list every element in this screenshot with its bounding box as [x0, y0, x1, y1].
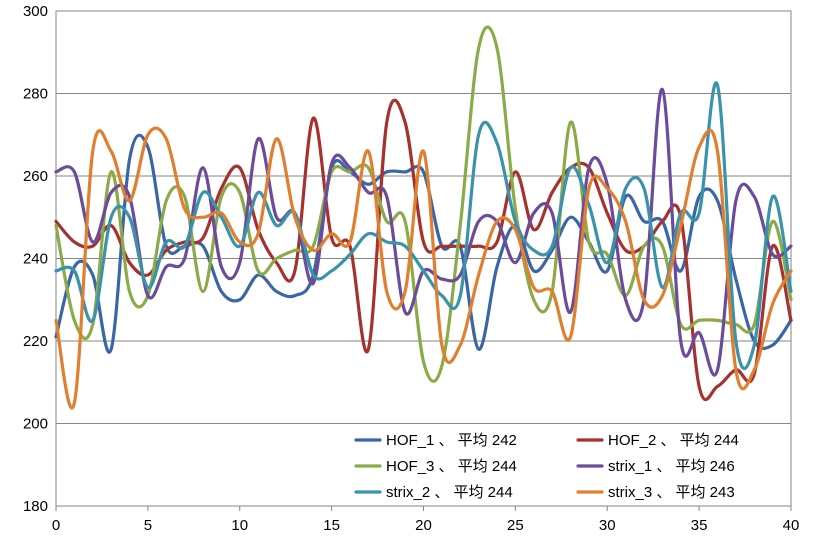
legend-item: strix_1 、 平均 246	[576, 458, 735, 475]
y-tick-label: 180	[23, 498, 48, 515]
legend: HOF_1 、 平均 242 HOF_2 、 平均 244 HOF_3 、 平均 2…	[354, 432, 739, 501]
series-line-5	[54, 126, 793, 410]
legend-label: strix_3 、 平均 243	[608, 484, 735, 501]
y-tick-label: 260	[23, 168, 48, 185]
legend-label: HOF_1 、 平均 242	[386, 432, 517, 449]
x-tick-label: 35	[691, 517, 708, 534]
legend-item: HOF_3 、 平均 244	[354, 458, 517, 475]
y-tick-label: 300	[23, 3, 48, 20]
x-tick-label: 15	[323, 517, 340, 534]
series-lines	[54, 25, 793, 410]
legend-item: HOF_1 、 平均 242	[354, 432, 517, 449]
axes	[55, 10, 792, 511]
x-tick-label: 30	[599, 517, 616, 534]
legend-item: strix_3 、 平均 243	[576, 484, 735, 501]
x-tick-label: 40	[783, 517, 800, 534]
legend-label: strix_2 、 平均 244	[386, 484, 513, 501]
series-line-2	[54, 25, 793, 383]
y-tick-labels: 180 200 220 240 260 280 300	[23, 3, 48, 515]
x-tick-label: 10	[231, 517, 248, 534]
legend-item: HOF_2 、 平均 244	[576, 432, 739, 449]
y-tick-label: 220	[23, 333, 48, 350]
y-tick-label: 200	[23, 416, 48, 433]
legend-label: HOF_3 、 平均 244	[386, 458, 517, 475]
legend-label: HOF_2 、 平均 244	[608, 432, 739, 449]
legend-label: strix_1 、 平均 246	[608, 458, 735, 475]
x-tick-label: 5	[144, 517, 152, 534]
y-tick-label: 240	[23, 251, 48, 268]
legend-item: strix_2 、 平均 244	[354, 484, 513, 501]
x-tick-label: 25	[507, 517, 524, 534]
x-tick-label: 20	[415, 517, 432, 534]
x-tick-labels: 0 5 10 15 20 25 30 35 40	[52, 517, 800, 534]
series-line-4	[54, 81, 793, 370]
y-tick-label: 280	[23, 86, 48, 103]
x-tick-label: 0	[52, 517, 60, 534]
